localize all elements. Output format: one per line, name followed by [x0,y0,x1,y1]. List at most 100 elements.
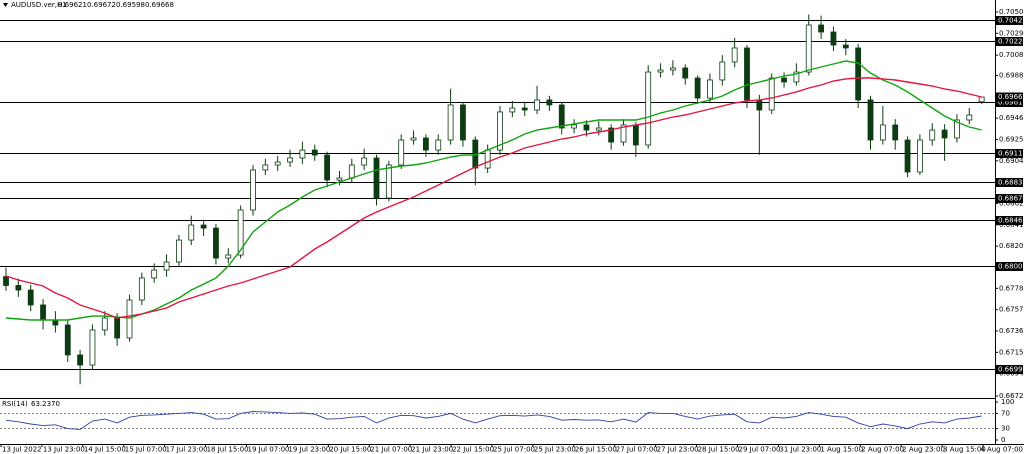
candle-body [237,209,244,256]
candle-body [954,119,960,139]
moving-average [5,60,982,321]
candle-body [15,285,22,291]
candle-body [348,164,355,179]
y-tick-label: 0.67785 [999,284,1024,292]
candle-body [781,77,787,83]
x-tick-label: 19 Jul 23:00 [288,446,330,454]
candle-body [175,239,182,263]
candle-body [101,317,108,331]
candle-body [805,24,812,73]
level-label: 0.70222 [998,38,1024,46]
x-tick-label: 25 Jul 07:00 [493,446,535,454]
candle-body [435,139,442,151]
candle-body [608,127,615,143]
x-tick-label: 2 Aug 23:00 [902,446,945,454]
candle-body [262,164,269,171]
x-tick-label: 3 Aug 15:00 [943,446,986,454]
candle-body [410,137,417,141]
candle-body [966,114,973,121]
x-tick-label: 27 Jul 23:00 [657,446,699,454]
candle-body [398,139,405,166]
level-box [996,16,1023,25]
candle-body [89,329,96,366]
candle-body [77,354,83,366]
candle-body [447,104,454,141]
candle-body [114,317,121,339]
rsi-line [5,411,982,430]
candle-body [287,157,293,163]
candle-body [744,47,750,101]
y-tick-label: 0.70295 [999,29,1024,37]
candle-body [879,124,886,141]
rsi-tick-label: 0 [1001,436,1005,444]
candle-body [941,129,948,139]
candle-body [818,24,824,33]
x-tick-label: 31 Jul 23:00 [779,446,821,454]
x-tick-label: 20 Jul 15:00 [329,446,371,454]
level-label: 0.68832 [998,179,1024,187]
level-box [996,262,1023,271]
x-tick-label: 26 Jul 15:00 [575,446,617,454]
candle-body [52,319,59,326]
candle-body [620,124,627,143]
candle-body [311,149,318,156]
candle-body [534,99,540,111]
level-label: 0.69116 [998,150,1024,158]
candle-body [830,31,837,46]
x-tick-label: 13 Jul 2022 [2,446,42,454]
candle-body [558,104,565,129]
level-label: 0.68462 [998,217,1024,225]
candle-body [892,124,899,141]
candle-body [632,124,639,146]
level-box [996,149,1023,158]
candle-body [200,224,207,229]
x-tick-label: 27 Jul 07:00 [616,446,658,454]
x-tick-label: 21 Jul 07:00 [370,446,412,454]
level-label: 0.68672 [998,195,1024,203]
x-tick-label: 21 Jul 23:00 [411,446,453,454]
candle-body [274,161,281,166]
y-tick-label: 0.67155 [999,348,1024,356]
candle-body [521,107,528,111]
x-tick-label: 25 Jul 23:00 [534,446,576,454]
candle-body [27,289,34,306]
candle-body [929,129,936,141]
x-tick-label: 19 Jul 07:00 [248,446,290,454]
candle-body [361,157,368,166]
candle-body [855,47,862,101]
candle-body [583,124,590,131]
level-box [996,216,1023,225]
candle-body [707,79,713,99]
level-label: 0.70422 [998,17,1024,25]
candle-body [904,139,911,173]
y-tick-label: 0.67575 [999,306,1024,314]
header-ohlc: 0.69672 [87,1,116,9]
level-box [996,365,1023,374]
candle-body [571,124,577,129]
candle-body [768,77,775,111]
y-tick-label: 0.67365 [999,327,1024,335]
candle-body [373,157,380,199]
candle-body [682,67,689,79]
candle-body [250,169,256,211]
candle-body [670,67,676,71]
candle-body [867,99,874,141]
candle-body [917,139,923,173]
candle-body [842,44,849,49]
candle-body [793,71,800,83]
x-tick-label: 29 Jul 07:00 [739,446,781,454]
candle-body [225,254,232,259]
x-tick-label: 15 Jul 07:00 [125,446,167,454]
rsi-name: RSI(14) [2,400,28,408]
y-tick-label: 0.66725 [999,392,1024,400]
candle-body [657,69,664,73]
candle-body [126,299,133,339]
